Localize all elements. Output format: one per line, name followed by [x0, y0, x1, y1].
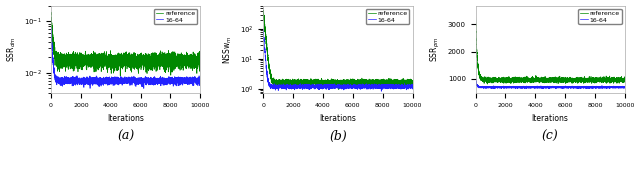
16-64 — [501, 87, 509, 89]
Y-axis label: SSR$_{pm}$: SSR$_{pm}$ — [429, 37, 442, 62]
Y-axis label: NSSw$_{m}$: NSSw$_{m}$ — [221, 35, 234, 64]
reference — [77, 58, 84, 60]
Legend: reference, 16-64: reference, 16-64 — [154, 9, 197, 24]
reference — [472, 10, 479, 12]
reference — [260, 18, 268, 21]
reference — [478, 76, 486, 78]
16-64 — [401, 84, 408, 86]
Line: reference: reference — [263, 10, 413, 90]
reference — [484, 83, 492, 85]
16-64 — [621, 86, 628, 89]
16-64 — [47, 27, 55, 29]
reference — [120, 62, 128, 64]
X-axis label: Iterations: Iterations — [108, 114, 144, 123]
reference — [196, 57, 204, 59]
16-64 — [472, 81, 480, 83]
16-64 — [47, 29, 55, 31]
reference — [260, 9, 268, 11]
16-64 — [552, 88, 559, 90]
reference — [621, 79, 628, 81]
16-64 — [478, 86, 486, 88]
Line: reference: reference — [476, 11, 625, 84]
16-64 — [48, 41, 56, 43]
reference — [501, 80, 509, 82]
reference — [47, 14, 55, 16]
16-64 — [378, 90, 385, 92]
X-axis label: Iterations: Iterations — [532, 114, 568, 123]
16-64 — [472, 76, 479, 78]
reference — [259, 10, 267, 12]
Text: (a): (a) — [117, 130, 134, 143]
16-64 — [481, 87, 488, 89]
reference — [47, 11, 55, 13]
16-64 — [545, 86, 552, 88]
reference — [472, 34, 480, 36]
Legend: reference, 16-64: reference, 16-64 — [579, 9, 621, 24]
X-axis label: Iterations: Iterations — [319, 114, 356, 123]
Legend: reference, 16-64: reference, 16-64 — [366, 9, 410, 24]
reference — [266, 68, 273, 70]
16-64 — [189, 80, 196, 82]
Line: 16-64: 16-64 — [476, 77, 625, 89]
reference — [335, 89, 342, 91]
16-64 — [472, 76, 479, 78]
reference — [401, 81, 408, 83]
reference — [116, 75, 124, 77]
16-64 — [289, 86, 296, 88]
reference — [189, 59, 196, 61]
Line: 16-64: 16-64 — [51, 28, 200, 88]
16-64 — [77, 78, 84, 81]
16-64 — [332, 85, 340, 87]
reference — [332, 83, 340, 85]
Text: (c): (c) — [542, 130, 559, 143]
Y-axis label: SSR$_{dm}$: SSR$_{dm}$ — [6, 37, 18, 62]
16-64 — [259, 29, 267, 31]
reference — [545, 79, 552, 81]
reference — [613, 81, 621, 83]
Line: reference: reference — [51, 12, 200, 76]
16-64 — [268, 84, 276, 86]
16-64 — [140, 87, 148, 89]
16-64 — [53, 81, 61, 83]
16-64 — [613, 86, 621, 88]
Text: (b): (b) — [329, 130, 347, 143]
Line: 16-64: 16-64 — [263, 30, 413, 91]
16-64 — [266, 85, 273, 87]
16-64 — [260, 37, 268, 39]
reference — [289, 83, 296, 85]
16-64 — [196, 80, 204, 82]
reference — [48, 25, 56, 27]
16-64 — [120, 80, 128, 82]
reference — [268, 78, 276, 80]
16-64 — [409, 86, 417, 88]
16-64 — [56, 79, 64, 81]
reference — [409, 83, 417, 85]
reference — [53, 56, 61, 58]
reference — [481, 80, 488, 82]
reference — [56, 58, 64, 60]
